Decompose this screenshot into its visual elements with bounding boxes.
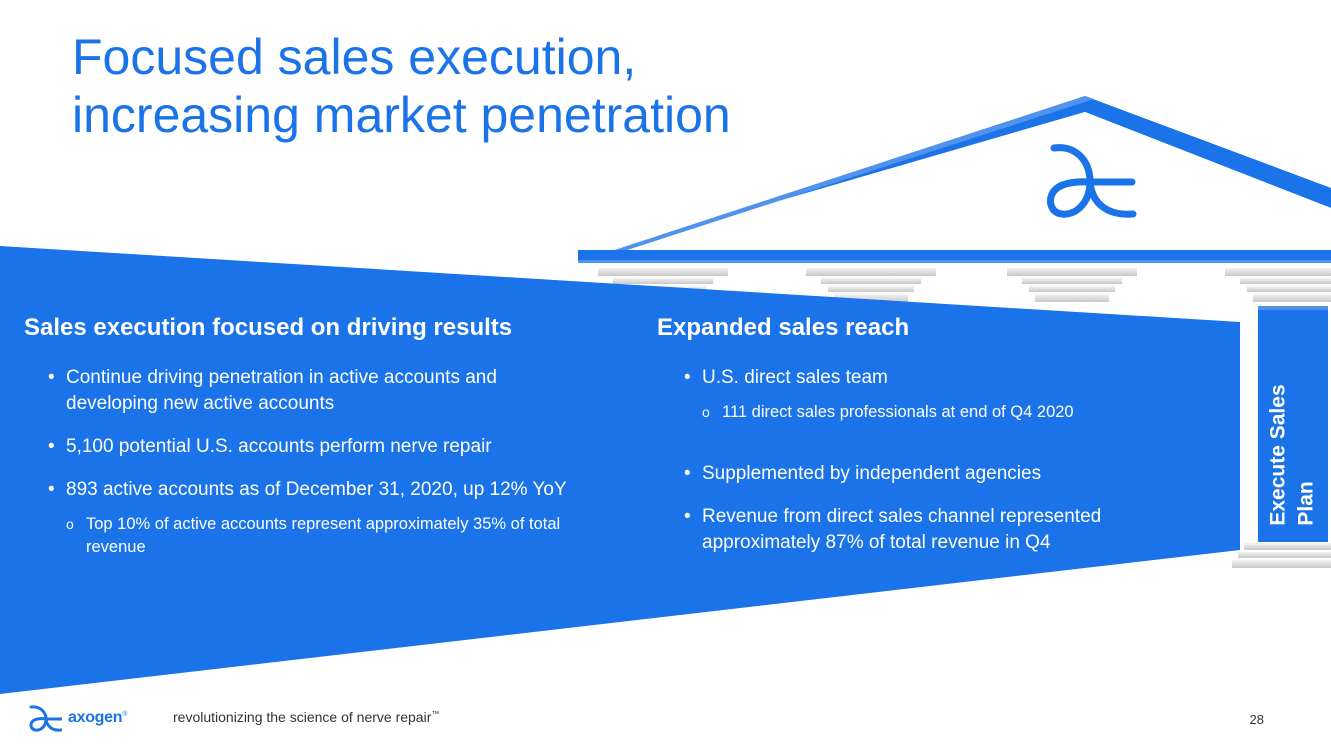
pillar-execute-sales xyxy=(1232,306,1331,568)
right-column-heading: Expanded sales reach xyxy=(657,314,910,341)
list-item: Supplemented by independent agencies xyxy=(682,461,1202,487)
registered-mark: ® xyxy=(122,710,128,718)
trademark-mark: ™ xyxy=(431,709,440,719)
title-line-2: increasing market penetration xyxy=(72,87,731,143)
axogen-footer-icon xyxy=(29,705,62,732)
list-item: U.S. direct sales team xyxy=(682,365,1202,391)
left-column-heading: Sales execution focused on driving resul… xyxy=(24,314,513,341)
page-number: 28 xyxy=(1249,712,1264,727)
footer-tagline: revolutionizing the science of nerve rep… xyxy=(173,709,439,725)
logo-wordmark: axogen xyxy=(68,709,123,726)
list-item: Top 10% of active accounts represent app… xyxy=(66,513,601,559)
content-banner xyxy=(0,246,1240,694)
right-bullet-list: U.S. direct sales team 111 direct sales … xyxy=(682,365,1202,556)
list-item: 111 direct sales professionals at end of… xyxy=(702,401,1202,424)
column-capitals xyxy=(598,268,1331,302)
axogen-logo: axogen ® xyxy=(28,702,127,734)
list-item: Continue driving penetration in active a… xyxy=(46,365,586,417)
roof-pediment xyxy=(578,96,1331,263)
tagline-text: revolutionizing the science of nerve rep… xyxy=(173,709,432,725)
pillar-label: Execute Sales Plan xyxy=(1262,375,1324,535)
axogen-logo-mark-icon xyxy=(1046,144,1137,218)
title-line-1: Focused sales execution, xyxy=(72,29,637,85)
pillar-label-line-1: Execute Sales xyxy=(1267,384,1291,526)
page-title: Focused sales execution, increasing mark… xyxy=(72,28,731,144)
pillar-label-line-2: Plan xyxy=(1295,481,1319,526)
list-item: 5,100 potential U.S. accounts perform ne… xyxy=(46,434,606,460)
list-item: 893 active accounts as of December 31, 2… xyxy=(46,477,606,503)
list-item: Revenue from direct sales channel repres… xyxy=(682,504,1182,556)
left-bullet-list: Continue driving penetration in active a… xyxy=(46,365,606,559)
